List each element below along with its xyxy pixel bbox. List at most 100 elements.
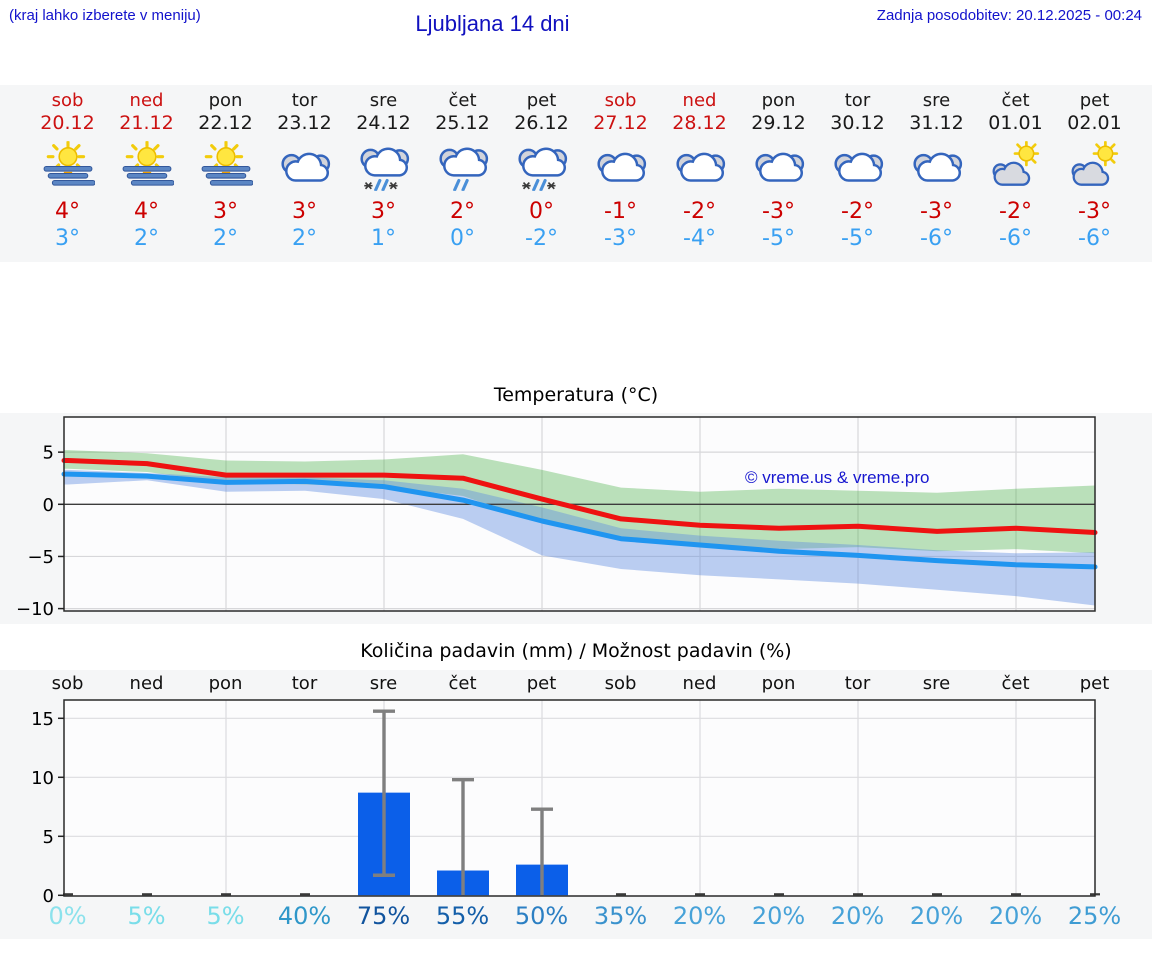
forecast-day-column[interactable]: čet 25.12 2° 0°: [423, 85, 502, 262]
low-temperature: -3°: [604, 226, 637, 251]
precip-probability-label: 55%: [435, 902, 490, 930]
forecast-day-column[interactable]: sob 27.12 -1° -3°: [581, 85, 660, 262]
day-name: pon: [208, 90, 243, 111]
partly-icon: [1068, 141, 1122, 191]
sun-fog-icon: [199, 141, 253, 191]
precip-probability-label: 20%: [909, 902, 964, 930]
precip-probability-label: 75%: [356, 902, 411, 930]
precip-day-label: tor: [844, 673, 871, 694]
precip-probability-label: 20%: [751, 902, 806, 930]
forecast-day-column[interactable]: pon 29.12 -3° -5°: [739, 85, 818, 262]
forecast-day-column[interactable]: pet 26.12 0° -2°: [502, 85, 581, 262]
forecast-strip: sob 20.12 4° 3° ned 21.12 4° 2° pon 22.12 3° 2° tor 2…: [28, 85, 1134, 262]
svg-text:5: 5: [43, 443, 54, 464]
low-temperature: -2°: [525, 226, 558, 251]
high-temperature: -3°: [920, 199, 953, 224]
high-temperature: -3°: [1078, 199, 1111, 224]
precip-day-label: sob: [604, 673, 637, 694]
precip-probability-label: 35%: [593, 902, 648, 930]
high-temperature: 2°: [450, 199, 475, 224]
day-name: sob: [604, 90, 637, 111]
forecast-day-column[interactable]: pet 02.01 -3° -6°: [1055, 85, 1134, 262]
day-date: 25.12: [435, 112, 490, 134]
day-name: pet: [526, 90, 557, 111]
low-temperature: -6°: [999, 226, 1032, 251]
forecast-day-column[interactable]: čet 01.01 -2° -6°: [976, 85, 1055, 262]
day-name: tor: [844, 90, 871, 111]
day-name: tor: [291, 90, 318, 111]
svg-text:15: 15: [31, 709, 54, 730]
high-temperature: 4°: [55, 199, 80, 224]
forecast-day-column[interactable]: sre 24.12 3° 1°: [344, 85, 423, 262]
forecast-day-column[interactable]: sob 20.12 4° 3°: [28, 85, 107, 262]
day-date: 31.12: [909, 112, 964, 134]
sun-fog-icon: [120, 141, 174, 191]
low-temperature: 2°: [292, 226, 317, 251]
day-name: sre: [922, 90, 951, 111]
svg-text:0: 0: [43, 495, 54, 516]
precip-day-label: čet: [448, 673, 477, 694]
high-temperature: 0°: [529, 199, 554, 224]
day-name: pon: [761, 90, 796, 111]
page-title: Ljubljana 14 dni: [415, 11, 570, 36]
forecast-day-column[interactable]: ned 28.12 -2° -4°: [660, 85, 739, 262]
rain-icon: [436, 141, 490, 191]
svg-text:0: 0: [43, 886, 54, 907]
day-name: pet: [1079, 90, 1110, 111]
precip-probability-label: 5%: [206, 902, 245, 930]
precipitation-chart: 0 5 10 15: [31, 699, 1100, 907]
precip-probability-label: 20%: [830, 902, 885, 930]
precip-day-label: tor: [291, 673, 318, 694]
precip-probability-label: 25%: [1067, 902, 1122, 930]
high-temperature: 3°: [213, 199, 238, 224]
high-temperature: -3°: [762, 199, 795, 224]
low-temperature: 1°: [371, 226, 396, 251]
forecast-day-column[interactable]: tor 23.12 3° 2°: [265, 85, 344, 262]
low-temperature: 3°: [55, 226, 80, 251]
high-temperature: 4°: [134, 199, 159, 224]
day-date: 21.12: [119, 112, 174, 134]
day-date: 24.12: [356, 112, 411, 134]
sun-fog-icon: [41, 141, 95, 191]
svg-text:5: 5: [43, 827, 54, 848]
day-date: 23.12: [277, 112, 332, 134]
forecast-day-column[interactable]: ned 21.12 4° 2°: [107, 85, 186, 262]
day-date: 02.01: [1067, 112, 1122, 134]
day-name: čet: [448, 90, 477, 111]
high-temperature: -2°: [999, 199, 1032, 224]
forecast-day-column[interactable]: sre 31.12 -3° -6°: [897, 85, 976, 262]
precip-day-label: sob: [51, 673, 84, 694]
cloudy-icon: [831, 141, 885, 191]
precip-probability-label: 40%: [277, 902, 332, 930]
day-name: ned: [682, 90, 717, 111]
precip-day-label: pet: [1079, 673, 1110, 694]
precip-day-label: pet: [526, 673, 557, 694]
day-date: 29.12: [751, 112, 806, 134]
precip-day-label: sre: [922, 673, 951, 694]
last-update-text: Zadnja posodobitev: 20.12.2025 - 00:24: [876, 7, 1142, 24]
high-temperature: -1°: [604, 199, 637, 224]
watermark-link[interactable]: © vreme.us & vreme.pro: [745, 468, 930, 487]
forecast-day-column[interactable]: tor 30.12 -2° -5°: [818, 85, 897, 262]
low-temperature: 2°: [213, 226, 238, 251]
day-date: 28.12: [672, 112, 727, 134]
svg-text:−10: −10: [16, 599, 54, 620]
sleet-icon: [357, 141, 411, 191]
precip-probability-label: 20%: [988, 902, 1043, 930]
day-name: sob: [51, 90, 84, 111]
menu-hint-text: (kraj lahko izberete v meniju): [9, 7, 201, 24]
svg-text:−5: −5: [27, 547, 54, 568]
temperature-chart: 5 0 −5 −10: [16, 416, 1098, 620]
high-temperature: 3°: [292, 199, 317, 224]
forecast-day-column[interactable]: pon 22.12 3° 2°: [186, 85, 265, 262]
day-name: ned: [129, 90, 164, 111]
precip-day-label: čet: [1001, 673, 1030, 694]
precip-day-label: pon: [208, 673, 243, 694]
precip-day-label: ned: [129, 673, 164, 694]
day-date: 30.12: [830, 112, 885, 134]
precip-probability-label: 0%: [48, 902, 87, 930]
partly-icon: [989, 141, 1043, 191]
day-date: 22.12: [198, 112, 253, 134]
high-temperature: -2°: [841, 199, 874, 224]
day-date: 20.12: [40, 112, 95, 134]
